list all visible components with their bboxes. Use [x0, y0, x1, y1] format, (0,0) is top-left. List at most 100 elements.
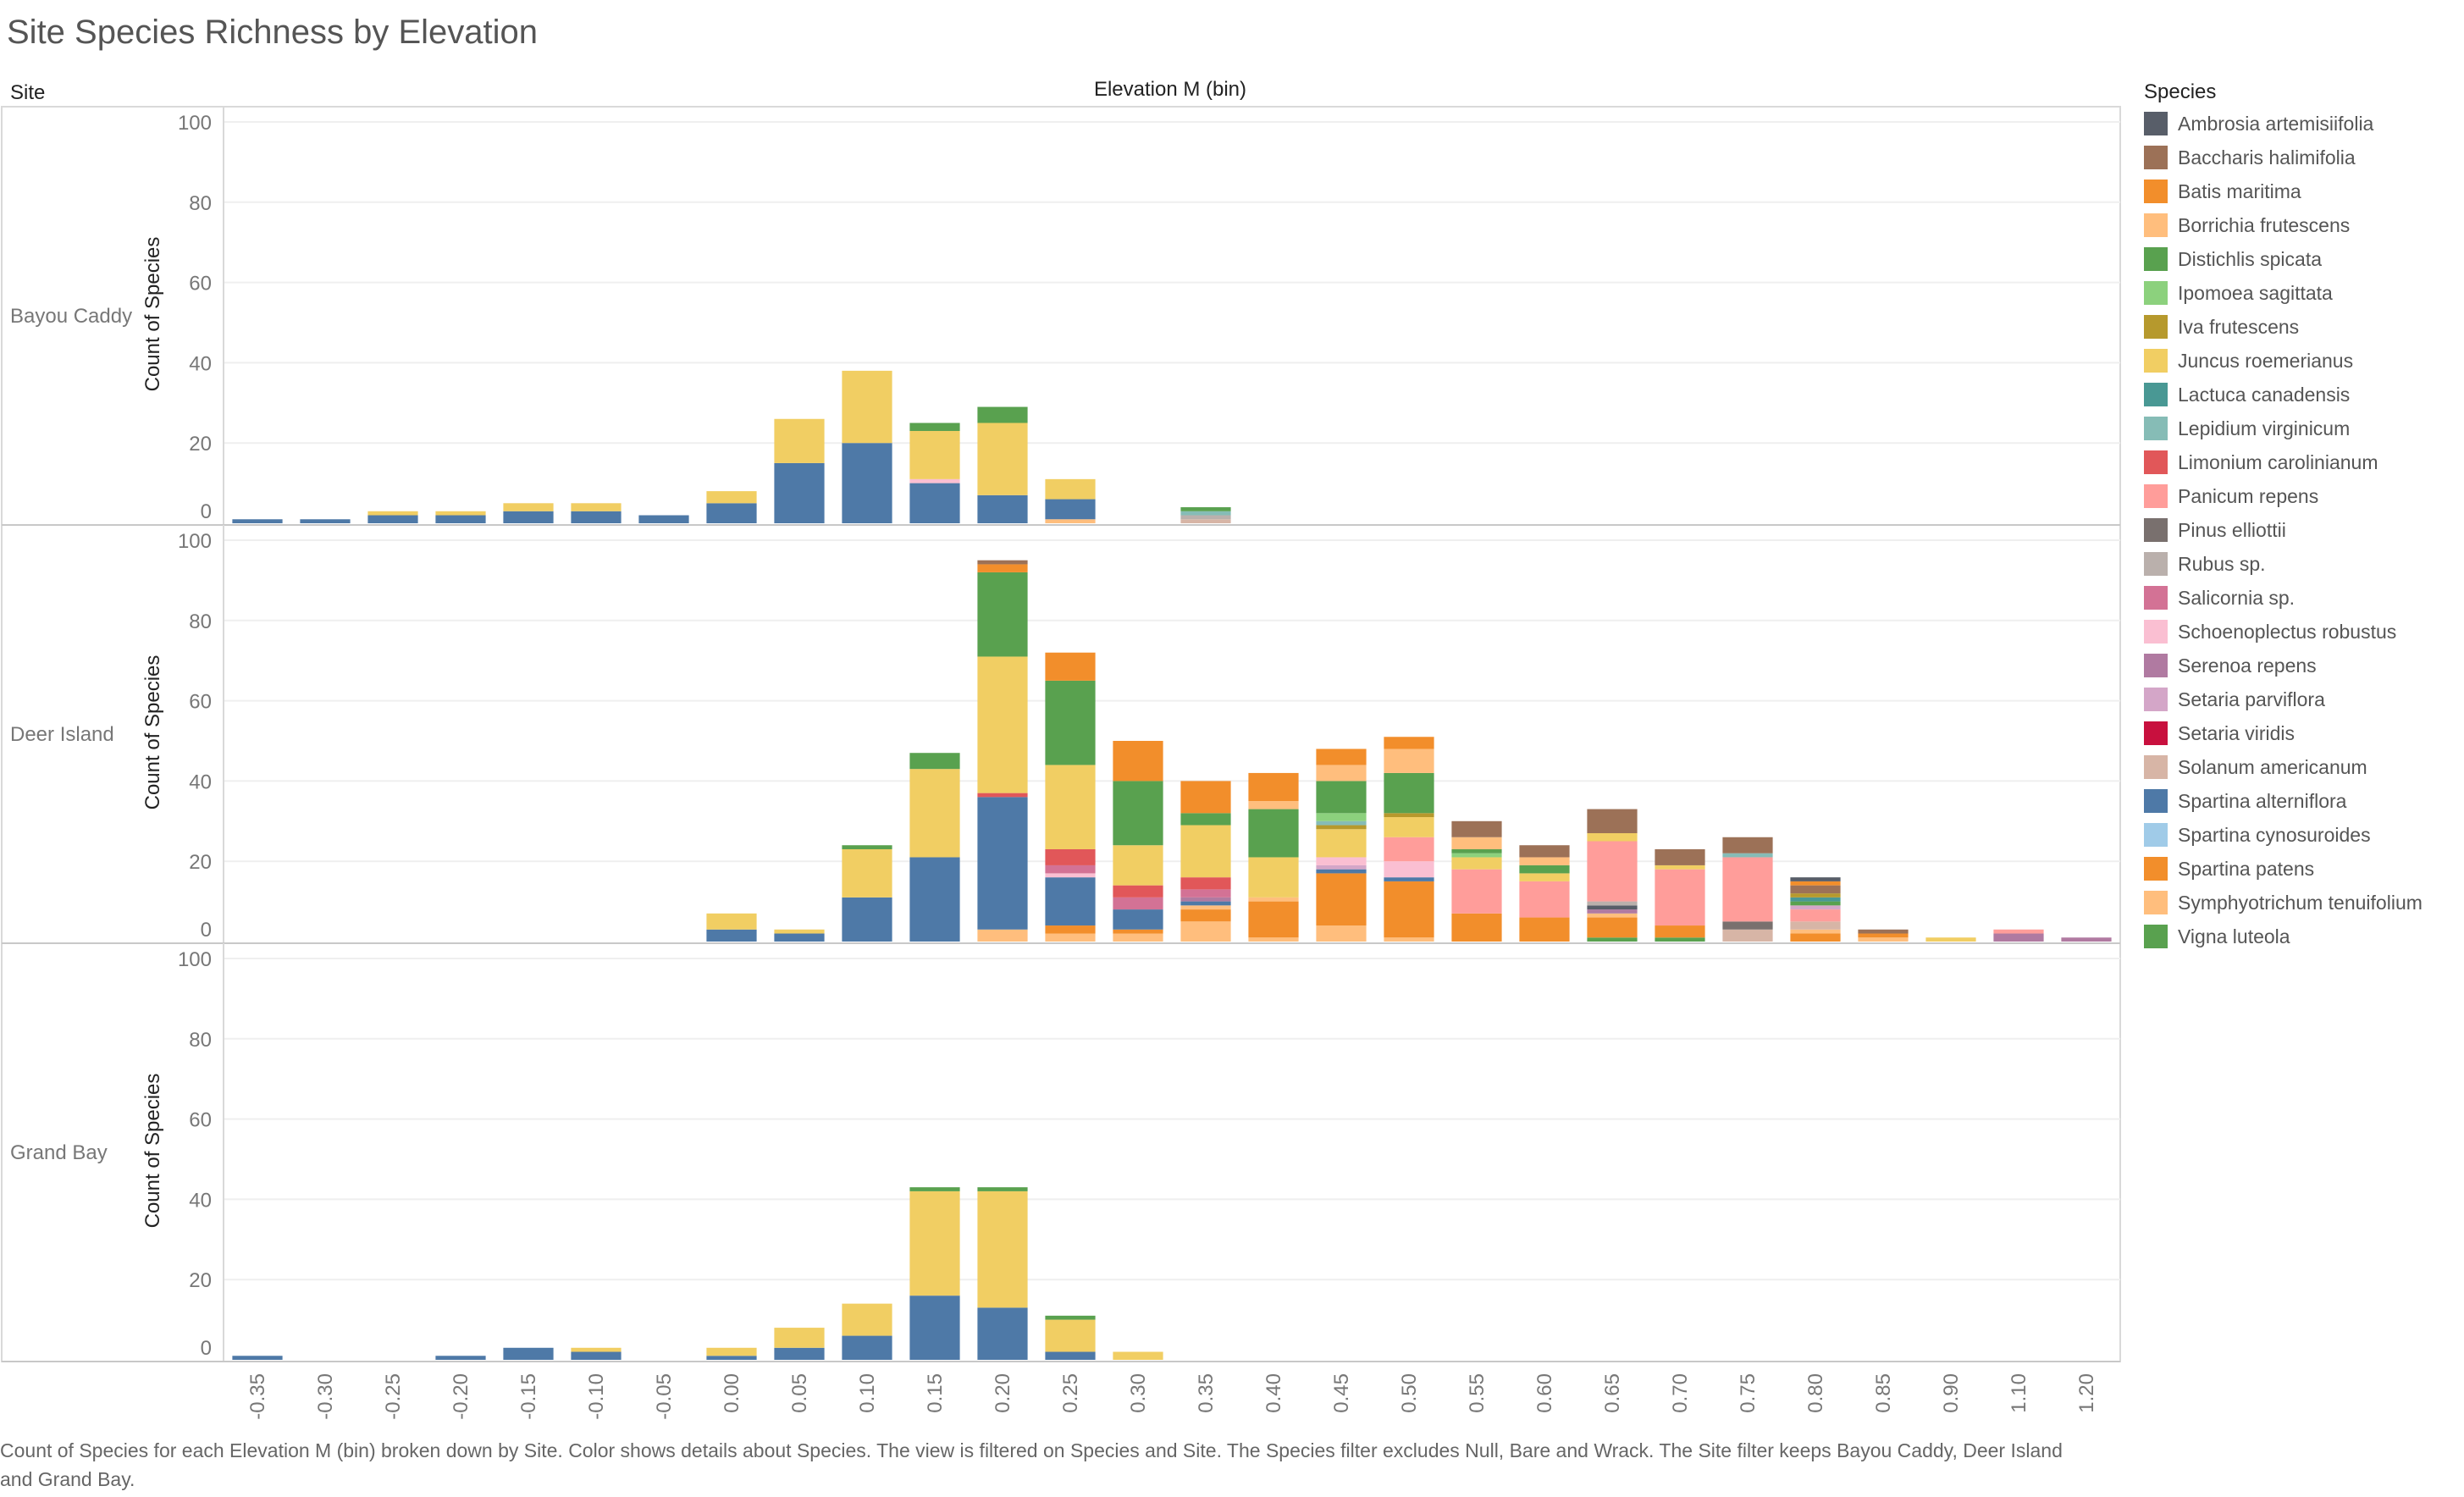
bar-segment: [503, 503, 554, 511]
bar-segment: [1045, 848, 1096, 865]
bar-segment: [1925, 937, 1976, 942]
legend-item[interactable]: Solanum americanum: [2144, 750, 2464, 784]
bar-segment: [1316, 813, 1367, 821]
y-tick-label: 20: [189, 1269, 212, 1292]
bar-segment: [1180, 897, 1231, 902]
bar-segment: [1587, 833, 1638, 842]
legend-item[interactable]: Symphyotrichum tenuifolium: [2144, 886, 2464, 920]
x-tick-label: 0.55: [1466, 1373, 1489, 1413]
site-label: Deer Island: [10, 723, 114, 746]
legend-item[interactable]: Limonium carolinianum: [2144, 445, 2464, 479]
x-tick-label: 0.65: [1601, 1373, 1624, 1413]
bar-segment: [1451, 913, 1502, 942]
bar-segment: [1858, 929, 1909, 934]
legend-item[interactable]: Juncus roemerianus: [2144, 344, 2464, 378]
legend-item[interactable]: Ipomoea sagittata: [2144, 276, 2464, 310]
bar-segment: [977, 1190, 1028, 1308]
y-tick-label: 80: [189, 192, 212, 215]
bar-segment: [909, 430, 960, 479]
bar-segment: [977, 572, 1028, 657]
y-axis-title: Count of Species: [141, 655, 164, 810]
bar-segment: [1180, 511, 1231, 516]
legend-swatch: [2144, 654, 2168, 677]
legend-item[interactable]: Rubus sp.: [2144, 547, 2464, 581]
legend-swatch: [2144, 383, 2168, 406]
legend-item[interactable]: Iva frutescens: [2144, 310, 2464, 344]
bar-segment: [909, 483, 960, 523]
x-tick-label: 0.90: [1940, 1373, 1963, 1413]
legend-swatch: [2144, 823, 2168, 847]
legend-swatch: [2144, 857, 2168, 881]
legend-item[interactable]: Borrichia frutescens: [2144, 208, 2464, 242]
x-tick-label: 1.10: [2008, 1373, 2030, 1413]
bar-segment: [1045, 652, 1096, 681]
bar-segment: [1384, 937, 1434, 942]
bar-segment: [435, 1356, 486, 1360]
bar-segment: [1180, 901, 1231, 906]
legend-item[interactable]: Lactuca canadensis: [2144, 378, 2464, 412]
bar-segment: [1045, 499, 1096, 520]
bar-segment: [1180, 877, 1231, 890]
bar-segment: [1248, 801, 1299, 809]
legend-swatch: [2144, 417, 2168, 440]
y-axis-title: Count of Species: [141, 1074, 164, 1229]
legend-item[interactable]: Batis maritima: [2144, 174, 2464, 208]
legend-item[interactable]: Panicum repens: [2144, 479, 2464, 513]
bar-segment: [1587, 905, 1638, 910]
legend-label: Lepidium virginicum: [2178, 417, 2351, 439]
bar-segment: [1790, 921, 1841, 930]
legend-item[interactable]: Ambrosia artemisiifolia: [2144, 107, 2464, 141]
legend-item[interactable]: Spartina cynosuroides: [2144, 818, 2464, 852]
legend-item[interactable]: Baccharis halimifolia: [2144, 141, 2464, 174]
bar-segment: [774, 462, 825, 523]
bar-segment: [1451, 820, 1502, 837]
y-axis-title: Count of Species: [141, 237, 164, 392]
bar-segment: [977, 423, 1028, 495]
legend-item[interactable]: Spartina patens: [2144, 852, 2464, 886]
legend-item[interactable]: Salicornia sp.: [2144, 581, 2464, 615]
legend-item[interactable]: Serenoa repens: [2144, 649, 2464, 682]
bar-segment: [503, 1347, 554, 1360]
legend-item[interactable]: Pinus elliottii: [2144, 513, 2464, 547]
bar-segment: [1722, 837, 1773, 853]
legend-item[interactable]: Setaria viridis: [2144, 716, 2464, 750]
legend-label: Iva frutescens: [2178, 315, 2300, 338]
x-tick-label: 0.10: [856, 1373, 879, 1413]
y-tick-label: 80: [189, 1029, 212, 1052]
bar-segment: [1858, 937, 1909, 942]
bar-segment: [842, 845, 892, 849]
bar-segment: [638, 515, 689, 523]
bar-segment: [1384, 881, 1434, 938]
bar-segment: [1180, 921, 1231, 942]
legend-item[interactable]: Schoenoplectus robustus: [2144, 615, 2464, 649]
bar-segment: [977, 797, 1028, 930]
bar-segment: [1790, 933, 1841, 942]
legend-item[interactable]: Vigna luteola: [2144, 920, 2464, 953]
bar-segment: [1045, 877, 1096, 926]
legend-label: Borrichia frutescens: [2178, 213, 2351, 236]
species-legend: Species Ambrosia artemisiifolia Baccharis…: [2144, 78, 2464, 953]
legend-label: Ambrosia artemisiifolia: [2178, 112, 2374, 135]
x-tick-label: -0.05: [653, 1373, 676, 1420]
bar-segment: [1180, 507, 1231, 511]
bar-segment: [1113, 781, 1163, 846]
legend-item[interactable]: Spartina alterniflora: [2144, 784, 2464, 818]
bar-segment: [300, 519, 351, 523]
bar-segment: [977, 560, 1028, 565]
bar-segment: [1451, 837, 1502, 849]
bar-segment: [435, 515, 486, 523]
bar-segment: [1113, 845, 1163, 886]
bar-segment: [1316, 865, 1367, 870]
bar-segment: [1790, 877, 1841, 881]
bar-segment: [842, 1303, 892, 1336]
bar-segment: [1790, 901, 1841, 906]
bar-segment: [1045, 478, 1096, 500]
legend-item[interactable]: Lepidium virginicum: [2144, 412, 2464, 445]
bar-segment: [774, 933, 825, 942]
bar-segment: [1655, 925, 1705, 938]
legend-item[interactable]: Setaria parviflora: [2144, 682, 2464, 716]
bar-segment: [1858, 933, 1909, 938]
legend-item[interactable]: Distichlis spicata: [2144, 242, 2464, 276]
bar-segment: [232, 1356, 283, 1360]
bar-segment: [1384, 813, 1434, 818]
